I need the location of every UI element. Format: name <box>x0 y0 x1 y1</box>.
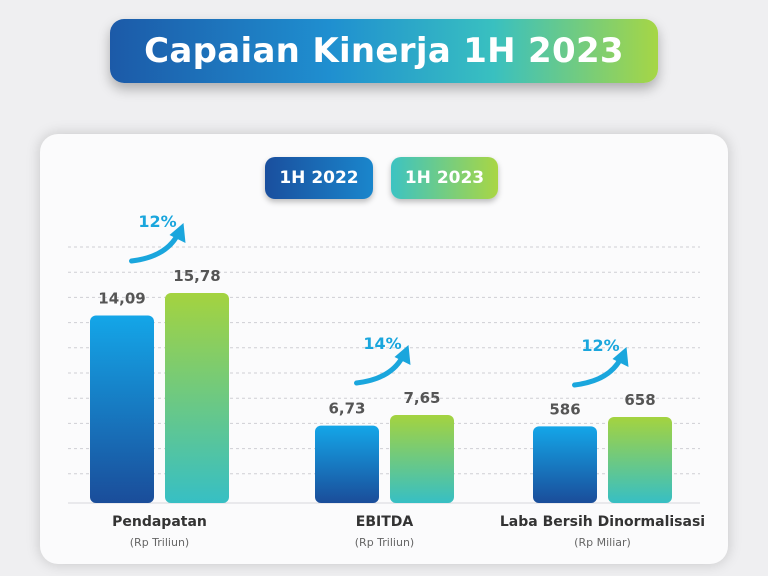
category-label: Laba Bersih Dinormalisasi <box>500 514 705 530</box>
bar-1h-2023 <box>608 417 672 503</box>
value-label: 7,65 <box>403 389 440 407</box>
value-label: 15,78 <box>173 267 220 285</box>
bar-1h-2023 <box>390 415 454 503</box>
growth-arrowhead-icon <box>394 345 411 365</box>
legend-1h-2023: 1H 2023 <box>391 157 498 199</box>
category-label: Pendapatan <box>112 514 207 530</box>
growth-arrow-icon <box>572 356 623 388</box>
growth-label: 14% <box>363 334 401 353</box>
title-banner: Capaian Kinerja 1H 2023 <box>110 19 658 83</box>
growth-arrowhead-icon <box>169 223 186 243</box>
bar-1h-2022 <box>315 425 379 503</box>
value-label: 658 <box>624 391 655 409</box>
growth-label: 12% <box>138 212 176 231</box>
value-label: 6,73 <box>328 400 365 418</box>
growth-arrow-icon <box>129 232 180 264</box>
category-label: EBITDA <box>356 514 414 530</box>
value-label: 14,09 <box>98 289 145 307</box>
growth-arrowhead-icon <box>612 347 629 367</box>
page-title: Capaian Kinerja 1H 2023 <box>144 31 624 71</box>
bar-1h-2022 <box>533 426 597 503</box>
unit-label: (Rp Triliun) <box>355 536 414 549</box>
unit-label: (Rp Miliar) <box>574 536 631 549</box>
growth-label: 12% <box>581 336 619 355</box>
unit-label: (Rp Triliun) <box>130 536 189 549</box>
growth-arrow-icon <box>354 354 405 386</box>
legend-1h-2022: 1H 2022 <box>265 157 373 199</box>
bar-1h-2022 <box>90 315 154 503</box>
bar-1h-2023 <box>165 293 229 503</box>
value-label: 586 <box>549 400 580 418</box>
